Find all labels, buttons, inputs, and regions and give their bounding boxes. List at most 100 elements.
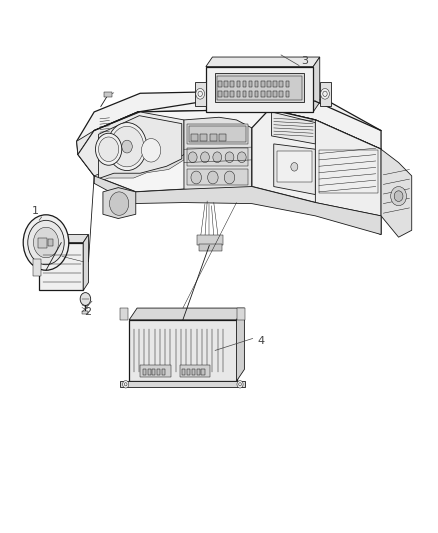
- Polygon shape: [77, 131, 94, 176]
- Circle shape: [99, 137, 119, 161]
- Polygon shape: [94, 155, 184, 183]
- Bar: [195, 82, 206, 106]
- Circle shape: [95, 133, 122, 165]
- Bar: [140, 365, 171, 377]
- Bar: [267, 81, 271, 87]
- Bar: [162, 369, 165, 375]
- Polygon shape: [77, 91, 381, 155]
- Bar: [273, 91, 277, 97]
- Circle shape: [225, 152, 234, 163]
- Circle shape: [188, 152, 197, 163]
- Polygon shape: [78, 112, 184, 176]
- Bar: [148, 369, 151, 375]
- Polygon shape: [184, 117, 252, 193]
- Bar: [243, 91, 246, 97]
- Bar: [224, 81, 228, 87]
- Circle shape: [191, 171, 201, 184]
- Bar: [249, 91, 252, 97]
- Circle shape: [196, 88, 205, 99]
- Bar: [224, 91, 228, 97]
- Bar: [219, 134, 226, 141]
- Text: 3: 3: [301, 56, 308, 66]
- Bar: [201, 369, 205, 375]
- Polygon shape: [381, 149, 412, 237]
- Bar: [192, 369, 195, 375]
- Bar: [273, 81, 277, 87]
- Bar: [187, 369, 190, 375]
- Bar: [143, 369, 146, 375]
- Bar: [104, 92, 112, 97]
- Circle shape: [33, 227, 59, 258]
- Bar: [286, 91, 289, 97]
- Bar: [319, 150, 378, 193]
- Bar: [189, 126, 246, 142]
- Circle shape: [208, 171, 218, 184]
- Circle shape: [28, 220, 64, 265]
- Bar: [230, 91, 234, 97]
- Circle shape: [394, 191, 403, 201]
- Polygon shape: [83, 235, 88, 290]
- Bar: [157, 369, 160, 375]
- Bar: [199, 244, 222, 251]
- Polygon shape: [94, 176, 381, 235]
- Bar: [267, 91, 271, 97]
- Circle shape: [201, 152, 209, 163]
- Bar: [206, 67, 313, 112]
- Bar: [48, 239, 53, 246]
- Bar: [255, 91, 258, 97]
- Bar: [237, 81, 240, 87]
- Bar: [182, 369, 185, 375]
- Bar: [230, 81, 234, 87]
- Polygon shape: [78, 109, 381, 235]
- Bar: [261, 91, 265, 97]
- Bar: [218, 91, 222, 97]
- Bar: [197, 235, 223, 245]
- Text: 4: 4: [257, 336, 264, 346]
- Bar: [38, 238, 47, 248]
- Bar: [187, 124, 248, 144]
- Circle shape: [123, 381, 129, 388]
- Bar: [33, 259, 41, 276]
- Bar: [320, 82, 331, 106]
- Polygon shape: [237, 308, 244, 381]
- Circle shape: [141, 139, 161, 162]
- Circle shape: [391, 187, 406, 206]
- Polygon shape: [237, 308, 245, 320]
- Bar: [187, 169, 248, 185]
- Polygon shape: [120, 381, 245, 387]
- Bar: [279, 81, 283, 87]
- Bar: [191, 134, 198, 141]
- Circle shape: [321, 88, 329, 99]
- Bar: [249, 81, 252, 87]
- Bar: [200, 134, 207, 141]
- Bar: [152, 369, 155, 375]
- Circle shape: [80, 293, 91, 305]
- Circle shape: [224, 171, 235, 184]
- Polygon shape: [313, 57, 320, 112]
- Bar: [187, 148, 248, 166]
- Polygon shape: [315, 120, 381, 216]
- Circle shape: [110, 192, 129, 215]
- Polygon shape: [120, 308, 128, 320]
- Circle shape: [107, 123, 147, 171]
- Circle shape: [122, 140, 132, 153]
- Circle shape: [237, 152, 246, 163]
- Bar: [197, 369, 200, 375]
- Bar: [277, 151, 312, 182]
- Polygon shape: [252, 109, 381, 216]
- Bar: [286, 81, 289, 87]
- Bar: [237, 91, 240, 97]
- Bar: [217, 76, 302, 100]
- Bar: [279, 91, 283, 97]
- Bar: [218, 81, 222, 87]
- Circle shape: [23, 215, 69, 270]
- Circle shape: [213, 152, 222, 163]
- Bar: [243, 81, 246, 87]
- Text: 2: 2: [84, 307, 91, 317]
- Bar: [261, 81, 265, 87]
- Polygon shape: [274, 144, 315, 195]
- Circle shape: [110, 126, 144, 167]
- Bar: [255, 81, 258, 87]
- Bar: [210, 134, 217, 141]
- Polygon shape: [103, 188, 136, 219]
